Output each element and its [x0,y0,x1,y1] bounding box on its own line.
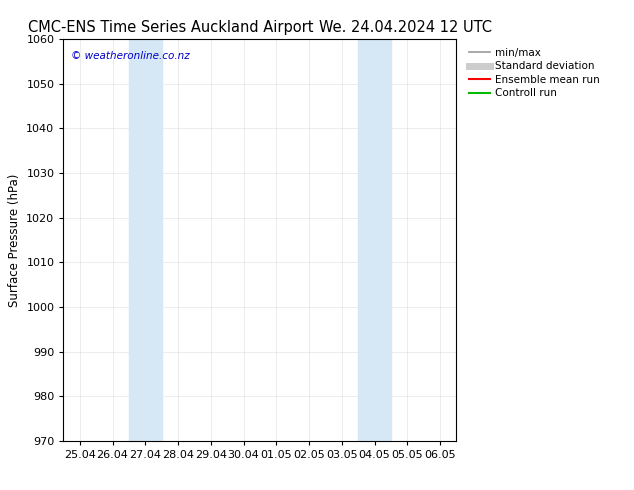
Bar [129,39,162,441]
Legend: min/max, Standard deviation, Ensemble mean run, Controll run: min/max, Standard deviation, Ensemble me… [465,45,603,101]
Text: We. 24.04.2024 12 UTC: We. 24.04.2024 12 UTC [320,20,492,35]
Bar [358,39,391,441]
Text: © weatheronline.co.nz: © weatheronline.co.nz [71,51,190,61]
Y-axis label: Surface Pressure (hPa): Surface Pressure (hPa) [8,173,21,307]
Text: CMC-ENS Time Series Auckland Airport: CMC-ENS Time Series Auckland Airport [29,20,314,35]
